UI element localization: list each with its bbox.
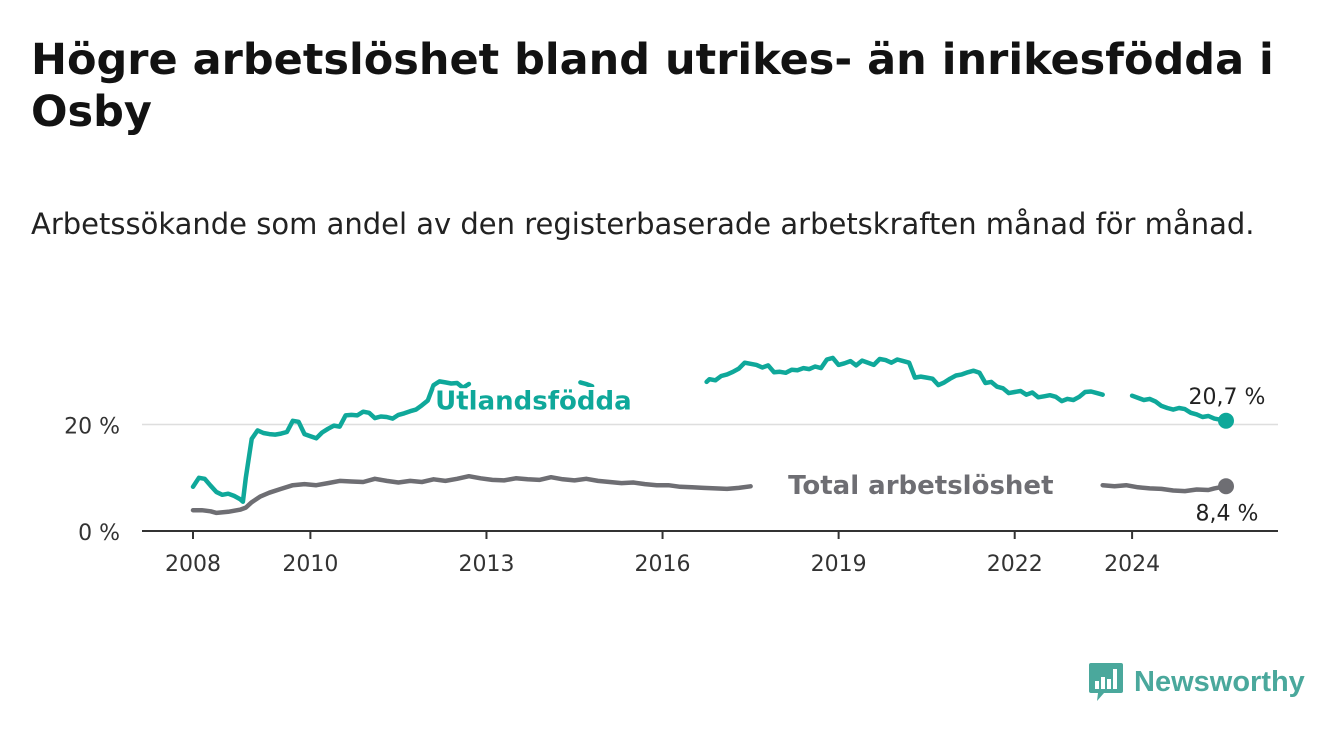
bar-chart-logo-icon [1089,663,1123,701]
series-line-total-arbetslöshet [190,473,753,516]
series-end-point-total-arbetslöshet [1218,478,1234,495]
brand-name: Newsworthy [1134,665,1305,698]
brand-logo: Newsworthy [1088,660,1305,704]
x-tick-label: 2008 [165,552,221,577]
x-tick-label: 2022 [987,552,1043,577]
y-tick-label: 20 % [64,415,120,440]
series-line-utlandsfödda [1129,393,1229,424]
x-tick-label: 2010 [282,552,338,577]
series-line-utlandsfödda [190,379,472,504]
series-end-point-utlandsfödda [1218,412,1234,429]
x-tick-label: 2019 [811,552,867,577]
chart-subtitle: Arbetssökande som andel av den registerb… [31,207,1255,241]
y-tick-label: 0 % [78,521,120,546]
series-line-utlandsfödda [578,380,595,389]
line-chart: 0 % 20 % 2008 2010 2013 2016 2019 2022 2024 20,7 … [64,355,1278,577]
x-tick-label: 2016 [635,552,691,577]
series-end-label-utlandsfödda: 20,7 % [1189,385,1266,410]
series-line-utlandsfödda [704,355,1105,404]
series-inline-label: Total arbetslöshet [788,471,1053,501]
x-tick-label: 2024 [1104,552,1160,577]
x-tick-label: 2013 [458,552,514,577]
chart-title: Högre arbetslöshet bland utrikes- än inr… [31,35,1274,137]
series-line-total-arbetslöshet [1100,482,1229,494]
series-inline-label: Utlandsfödda [435,387,632,417]
series-end-label-total-arbetslöshet: 8,4 % [1196,501,1259,526]
